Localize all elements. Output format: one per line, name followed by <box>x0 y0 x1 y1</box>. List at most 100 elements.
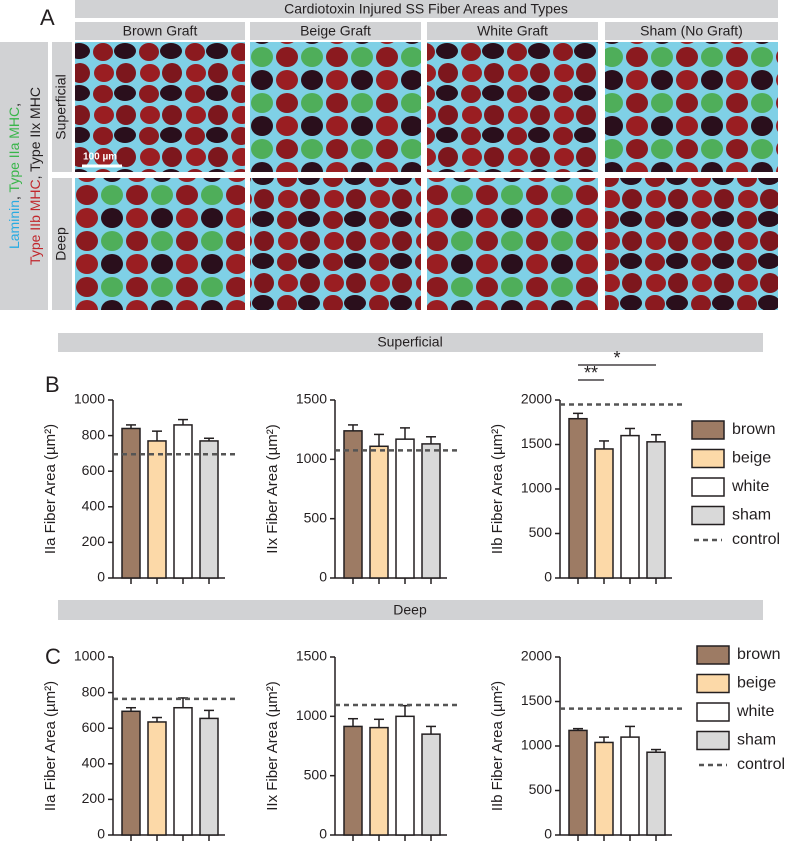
bar <box>147 721 167 836</box>
column-header-bar <box>427 22 598 40</box>
bar <box>369 726 389 836</box>
bar <box>568 417 588 579</box>
column-header-bar <box>605 22 778 40</box>
bar <box>199 440 219 579</box>
bar <box>395 438 415 579</box>
bar <box>121 710 141 836</box>
significance-label: ** <box>584 363 598 383</box>
stain-label-bar <box>0 42 48 310</box>
bar <box>395 715 415 836</box>
bar <box>369 445 389 579</box>
y-tick-label: 1500 <box>521 435 552 451</box>
column-header: White Graft <box>477 23 548 39</box>
y-tick-label: 1000 <box>74 391 105 407</box>
bar <box>594 448 614 579</box>
y-tick-label: 2000 <box>521 648 552 664</box>
y-tick-label: 1500 <box>521 692 552 708</box>
y-tick-label: 500 <box>529 524 553 540</box>
bar <box>646 441 666 579</box>
y-tick-label: 200 <box>82 790 106 806</box>
column-header-bar <box>250 22 421 40</box>
legend-swatch <box>691 477 725 497</box>
bar <box>620 736 640 836</box>
title-bar <box>75 0 778 18</box>
micrograph <box>427 178 598 310</box>
stain-label: Type IIb MHC, Type IIx MHC <box>27 87 43 265</box>
scale-bar-label: 100 µm <box>83 152 117 163</box>
y-tick-label: 400 <box>82 498 106 514</box>
legend-label: control <box>737 756 785 773</box>
y-axis-label: IIb Fiber Area (µm²) <box>489 424 506 554</box>
significance-label: * <box>613 348 620 368</box>
y-tick-label: 1000 <box>296 450 327 466</box>
micrograph <box>605 178 778 310</box>
stain-label-part: , <box>6 103 22 107</box>
row-header-bar <box>52 178 72 310</box>
y-tick-label: 2000 <box>521 391 552 407</box>
section-title: Deep <box>393 602 427 618</box>
micrograph <box>427 42 598 172</box>
section-bar <box>58 600 763 620</box>
y-tick-label: 1500 <box>296 648 327 664</box>
row-header: Deep <box>53 227 69 261</box>
bar <box>343 725 363 836</box>
legend-label: brown <box>732 421 776 438</box>
row-header: Superficial <box>53 74 69 139</box>
stain-label-part: , Type IIx MHC <box>27 87 43 179</box>
bar <box>343 430 363 579</box>
y-tick-label: 1500 <box>296 391 327 407</box>
stain-label-part: Laminin <box>6 200 22 249</box>
column-header-bar <box>75 22 245 40</box>
y-axis-label: IIa Fiber Area (µm²) <box>42 424 59 554</box>
y-axis-label: IIx Fiber Area (µm²) <box>264 681 281 811</box>
y-tick-label: 0 <box>319 569 327 585</box>
bar <box>620 434 640 579</box>
panel-label: B <box>45 372 60 397</box>
y-axis-label: IIb Fiber Area (µm²) <box>489 681 506 811</box>
column-header: Beige Graft <box>300 23 371 39</box>
y-tick-label: 0 <box>97 569 105 585</box>
column-header: Sham (No Graft) <box>640 23 743 39</box>
y-tick-label: 400 <box>82 755 106 771</box>
y-tick-label: 0 <box>544 569 552 585</box>
legend-swatch <box>696 645 730 665</box>
panel-label: A <box>40 5 55 30</box>
legend-swatch <box>696 702 730 722</box>
y-tick-label: 800 <box>82 426 106 442</box>
micrograph <box>75 42 245 172</box>
micrograph <box>250 178 421 310</box>
bar <box>173 424 193 579</box>
column-header: Brown Graft <box>123 23 198 39</box>
bar <box>646 751 666 836</box>
bar <box>421 443 441 579</box>
y-tick-label: 0 <box>319 826 327 842</box>
y-tick-label: 200 <box>82 533 106 549</box>
micrograph <box>605 42 778 172</box>
y-tick-label: 0 <box>97 826 105 842</box>
legend-swatch <box>691 448 725 469</box>
legend-label: beige <box>732 450 771 467</box>
legend-label: beige <box>737 675 776 692</box>
bar <box>147 440 167 579</box>
bar <box>594 741 614 836</box>
stain-label-part: , <box>6 192 22 200</box>
y-tick-label: 600 <box>82 462 106 478</box>
row-header-bar <box>52 42 72 172</box>
y-tick-label: 500 <box>304 766 328 782</box>
legend-label: sham <box>737 732 776 749</box>
y-tick-label: 500 <box>529 781 553 797</box>
stain-label-part: Type IIb MHC <box>27 179 43 265</box>
section-bar <box>58 333 763 352</box>
y-tick-label: 600 <box>82 719 106 735</box>
legend-swatch <box>696 673 730 694</box>
legend-swatch <box>696 730 730 751</box>
section-title: Superficial <box>377 334 442 350</box>
y-tick-label: 0 <box>544 826 552 842</box>
legend-swatch <box>691 505 725 526</box>
legend-label: white <box>736 703 774 720</box>
bar <box>173 706 193 836</box>
bar <box>199 717 219 836</box>
legend-swatch <box>691 420 725 440</box>
y-tick-label: 1000 <box>521 737 552 753</box>
